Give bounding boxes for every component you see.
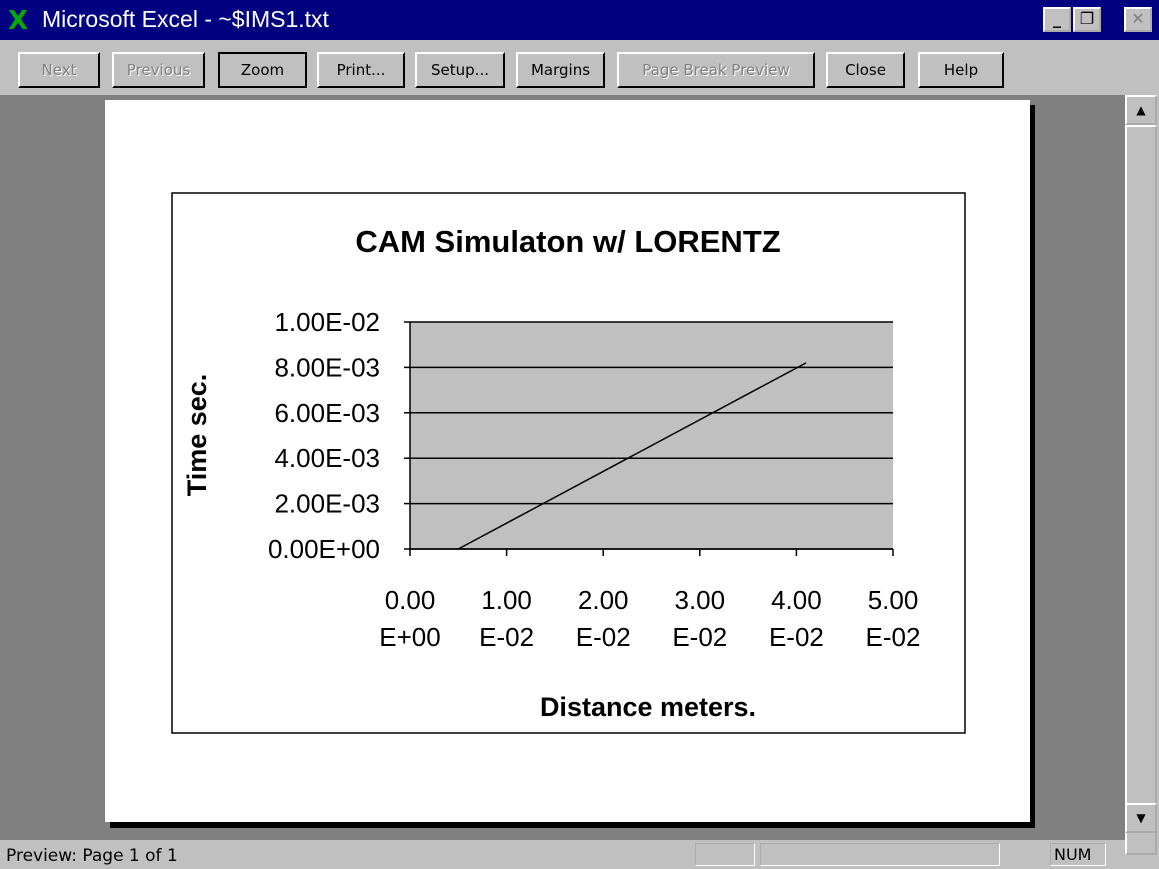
close-window-button[interactable]: ✕: [1124, 7, 1152, 32]
scroll-up[interactable]: ▲: [1125, 95, 1157, 125]
minimize-button[interactable]: _: [1043, 7, 1071, 32]
page: CAM Simulaton w/ LORENTZ Distance meters.…: [105, 100, 1035, 828]
restore-button[interactable]: ❐: [1073, 7, 1101, 32]
scroll-track[interactable]: [1125, 125, 1157, 855]
title-bar: X Microsoft Excel - ~$IMS1.txt _ ❐ ✕: [0, 0, 1159, 40]
toolbar-button[interactable]: Page Break Preview: [617, 52, 815, 88]
scrollbar[interactable]: ▲ ▼: [1125, 95, 1157, 855]
x-axis-title: Distance meters.: [540, 692, 756, 722]
toolbar-button[interactable]: Help: [918, 52, 1004, 88]
status-bar: Preview: Page 1 of 1 NUM: [0, 840, 1159, 869]
toolbar: Next Previous Zoom Print... Setup... Margins P…: [0, 40, 1159, 95]
y-tick-label: 2.00E-03: [274, 489, 380, 519]
x-tick-label: 5.00 E-02: [866, 585, 921, 652]
y-tick-label: 8.00E-03: [274, 352, 380, 382]
toolbar-button[interactable]: Next: [18, 52, 100, 88]
y-axis-title: Time sec.: [182, 374, 212, 497]
scroll-down[interactable]: ▼: [1125, 803, 1157, 833]
y-tick-label: 0.00E+00: [268, 534, 380, 564]
data-line: [457, 362, 807, 550]
toolbar-button[interactable]: Setup...: [415, 52, 505, 88]
toolbar-button[interactable]: Zoom: [218, 52, 307, 88]
x-tick-label: 0.00 E+00: [379, 585, 440, 652]
status-text: Preview: Page 1 of 1: [6, 846, 178, 866]
x-tick-label: 3.00 E-02: [672, 585, 727, 652]
plot-area: [410, 322, 893, 549]
toolbar-button[interactable]: Print...: [317, 52, 405, 88]
window-title: Microsoft Excel - ~$IMS1.txt: [42, 6, 329, 32]
status-cell: [760, 843, 1000, 866]
x-tick-label: 1.00 E-02: [479, 585, 534, 652]
status-cell: [695, 843, 755, 866]
num-indicator: NUM: [1050, 843, 1106, 866]
y-tick-label: 6.00E-03: [274, 398, 380, 428]
toolbar-button[interactable]: Close: [826, 52, 905, 88]
app-icon: X: [8, 6, 29, 36]
chart-title: CAM Simulaton w/ LORENTZ: [355, 224, 780, 259]
y-tick-label: 4.00E-03: [274, 443, 380, 473]
toolbar-button[interactable]: Previous: [112, 52, 205, 88]
x-tick-label: 4.00 E-02: [769, 585, 824, 652]
toolbar-button[interactable]: Margins: [516, 52, 605, 88]
x-tick-label: 2.00 E-02: [576, 585, 631, 652]
y-tick-label: 1.00E-02: [274, 307, 380, 337]
